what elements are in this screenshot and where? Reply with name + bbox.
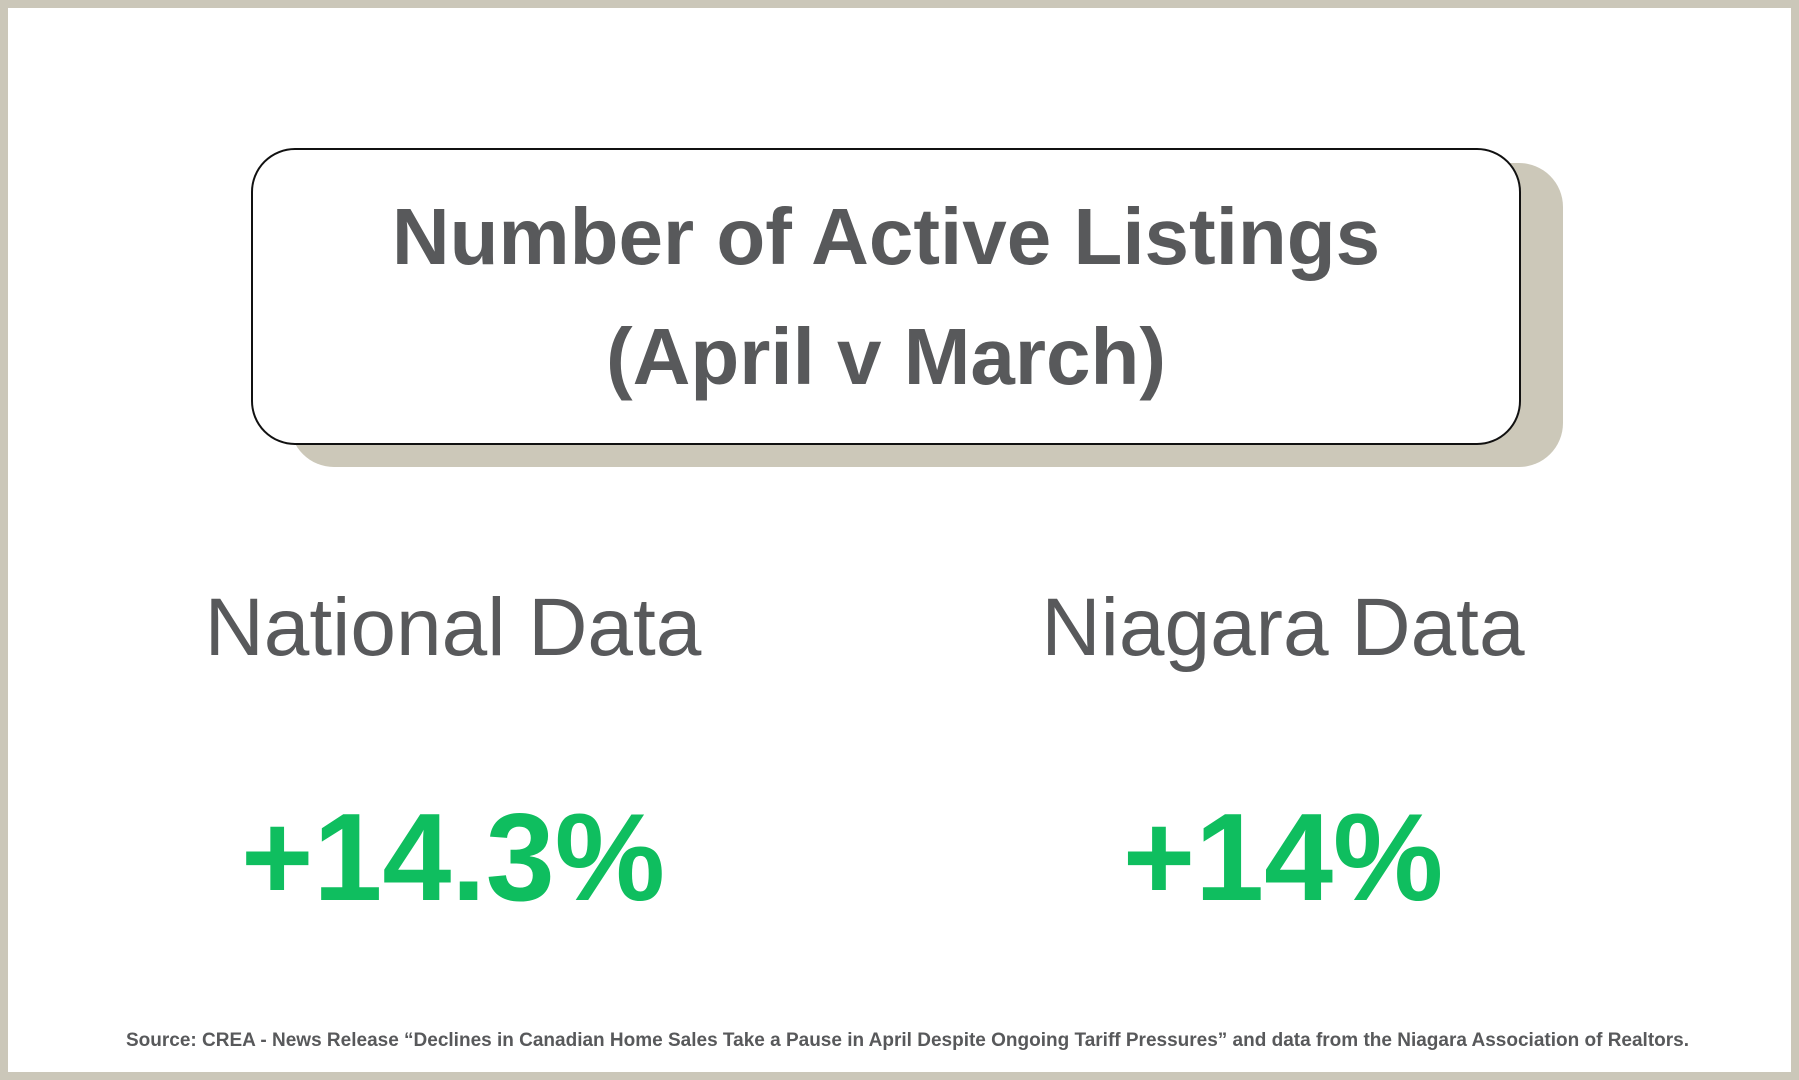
- page-title: Number of Active Listings: [391, 191, 1381, 281]
- national-change-value: +14.3%: [240, 789, 665, 927]
- niagara-data-heading: Niagara Data: [1041, 582, 1525, 673]
- page-subtitle: (April v March): [605, 311, 1167, 401]
- title-card: Number of Active Listings (April v March…: [251, 148, 1521, 445]
- national-data-heading: National Data: [204, 582, 702, 673]
- source-note: Source: CREA - News Release “Declines in…: [125, 1030, 1690, 1051]
- niagara-change-value: +14%: [1122, 789, 1444, 927]
